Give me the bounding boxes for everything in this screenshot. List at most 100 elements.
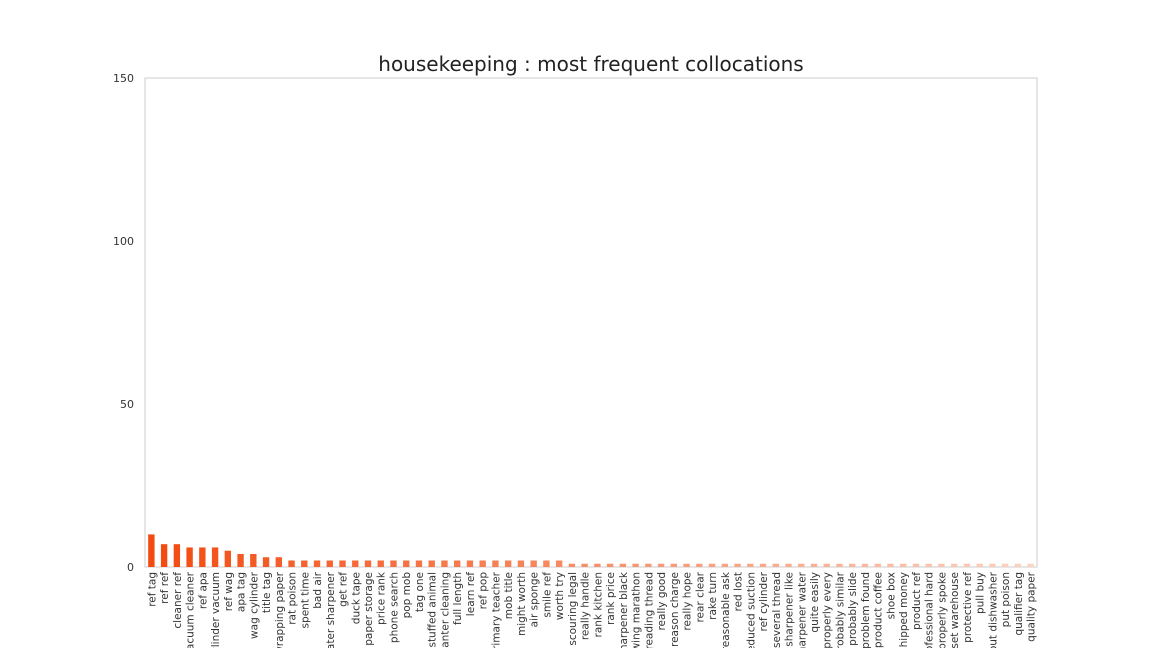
- bar: [874, 563, 881, 567]
- bar: [849, 563, 856, 567]
- bar: [352, 560, 359, 567]
- x-tick-label: primary teacher: [490, 571, 502, 648]
- x-tick-label: ref tag: [146, 572, 158, 607]
- bar: [390, 560, 397, 567]
- x-tick-label: planter cleaning: [439, 572, 451, 648]
- x-tick-label: protective ref: [962, 572, 974, 643]
- bar: [606, 563, 614, 567]
- x-tick-label: product coffee: [873, 572, 885, 648]
- x-tick-label: pull buy: [975, 572, 987, 614]
- x-tick-label: ref cylinder: [758, 571, 770, 631]
- bar: [657, 563, 665, 567]
- x-tick-label: phone search: [388, 572, 400, 643]
- bar: [734, 563, 741, 567]
- x-tick-label: duck tape: [350, 572, 362, 624]
- bar: [645, 563, 652, 567]
- bar: [288, 560, 295, 567]
- x-tick-label: cylinder vacuum: [210, 572, 222, 648]
- bar: [301, 560, 308, 567]
- x-tick-label: tag one: [414, 572, 426, 612]
- bar: [186, 547, 193, 567]
- y-tick-label: 100: [113, 235, 134, 248]
- bar: [696, 563, 703, 567]
- x-tick-label: probably slide: [847, 572, 859, 646]
- x-tick-label: sharpener like: [784, 572, 796, 647]
- bar: [1027, 563, 1034, 567]
- bar: [339, 560, 346, 567]
- x-tick-label: probably similar: [834, 571, 846, 648]
- x-tick-label: spent time: [299, 572, 311, 628]
- bar: [492, 560, 499, 567]
- bar: [887, 563, 894, 567]
- x-tick-label: learn ref: [465, 572, 477, 616]
- x-tick-label: mob title: [503, 572, 515, 619]
- bar: [160, 544, 168, 567]
- x-tick-label: cleaner ref: [172, 572, 184, 629]
- y-axis: 0 50 100 150: [113, 72, 134, 574]
- bar: [454, 560, 461, 567]
- x-tick-label: rank price: [605, 572, 617, 625]
- x-tick-label: properly every: [822, 572, 834, 648]
- x-tick-label: several thread: [771, 572, 783, 648]
- bar: [173, 544, 181, 567]
- bar: [759, 563, 767, 567]
- bar: [938, 563, 945, 567]
- bar: [555, 560, 563, 567]
- x-tick-label: put poison: [1000, 572, 1012, 627]
- bar: [1001, 563, 1009, 567]
- x-tick-label: stuffed animal: [427, 572, 439, 648]
- x-tick-label: really hope: [682, 572, 694, 631]
- x-tick-label: reading thread: [643, 572, 655, 648]
- bar: [466, 560, 474, 567]
- bar: [326, 560, 333, 567]
- bar: [823, 563, 830, 567]
- x-tick-label: put dishwasher: [987, 571, 999, 648]
- x-tick-label: set warehouse: [949, 572, 961, 648]
- bar: [543, 560, 550, 567]
- bar: [747, 563, 754, 567]
- x-tick-label: ref apa: [197, 572, 209, 609]
- bar: [925, 563, 932, 567]
- x-tick-label: vacuum cleaner: [185, 571, 197, 648]
- x-tick-label: full length: [452, 572, 464, 625]
- x-tick-label: might worth: [516, 572, 528, 636]
- bar: [517, 560, 525, 567]
- x-tick-label: quality paper: [1026, 571, 1038, 641]
- x-tick-label: ref pop: [478, 572, 490, 610]
- bar: [861, 563, 869, 567]
- bar: [568, 563, 576, 567]
- bars: [148, 534, 1034, 567]
- x-tick-label: smile ref: [541, 572, 553, 618]
- x-tick-label: shipped money: [898, 572, 910, 648]
- bar: [976, 563, 983, 567]
- bar: [403, 560, 410, 567]
- x-tick-label: rat poison: [287, 572, 299, 625]
- x-tick-label: wrapping paper: [274, 571, 286, 648]
- bar: [1014, 563, 1022, 567]
- y-tick-label: 50: [120, 398, 134, 411]
- x-tick-label: product ref: [911, 572, 923, 630]
- x-tick-label: quite easily: [809, 572, 821, 633]
- x-tick-label: ref ref: [159, 572, 171, 604]
- x-tick-label: rank kitchen: [592, 572, 604, 637]
- bar: [836, 563, 843, 567]
- x-tick-label: air sponge: [529, 572, 541, 627]
- bar: [594, 563, 601, 567]
- x-tick-label: worth try: [554, 572, 566, 620]
- bar: [785, 563, 792, 567]
- x-tick-label: title tag: [261, 572, 273, 613]
- bar: [237, 553, 244, 567]
- y-tick-label: 150: [113, 72, 134, 85]
- x-tick-label: red lost: [733, 572, 745, 611]
- bar: [441, 560, 448, 567]
- y-tick-label: 0: [127, 561, 134, 574]
- bar: [810, 563, 818, 567]
- bar: [377, 560, 384, 567]
- x-tick-label: qualifier tag: [1013, 572, 1025, 636]
- x-tick-label: rear clear: [694, 571, 706, 622]
- x-tick-label: apa tag: [236, 572, 248, 612]
- bar: [504, 560, 512, 567]
- x-tick-label: bad air: [312, 571, 324, 608]
- bar: [708, 563, 716, 567]
- x-tick-label: problem found: [860, 572, 872, 648]
